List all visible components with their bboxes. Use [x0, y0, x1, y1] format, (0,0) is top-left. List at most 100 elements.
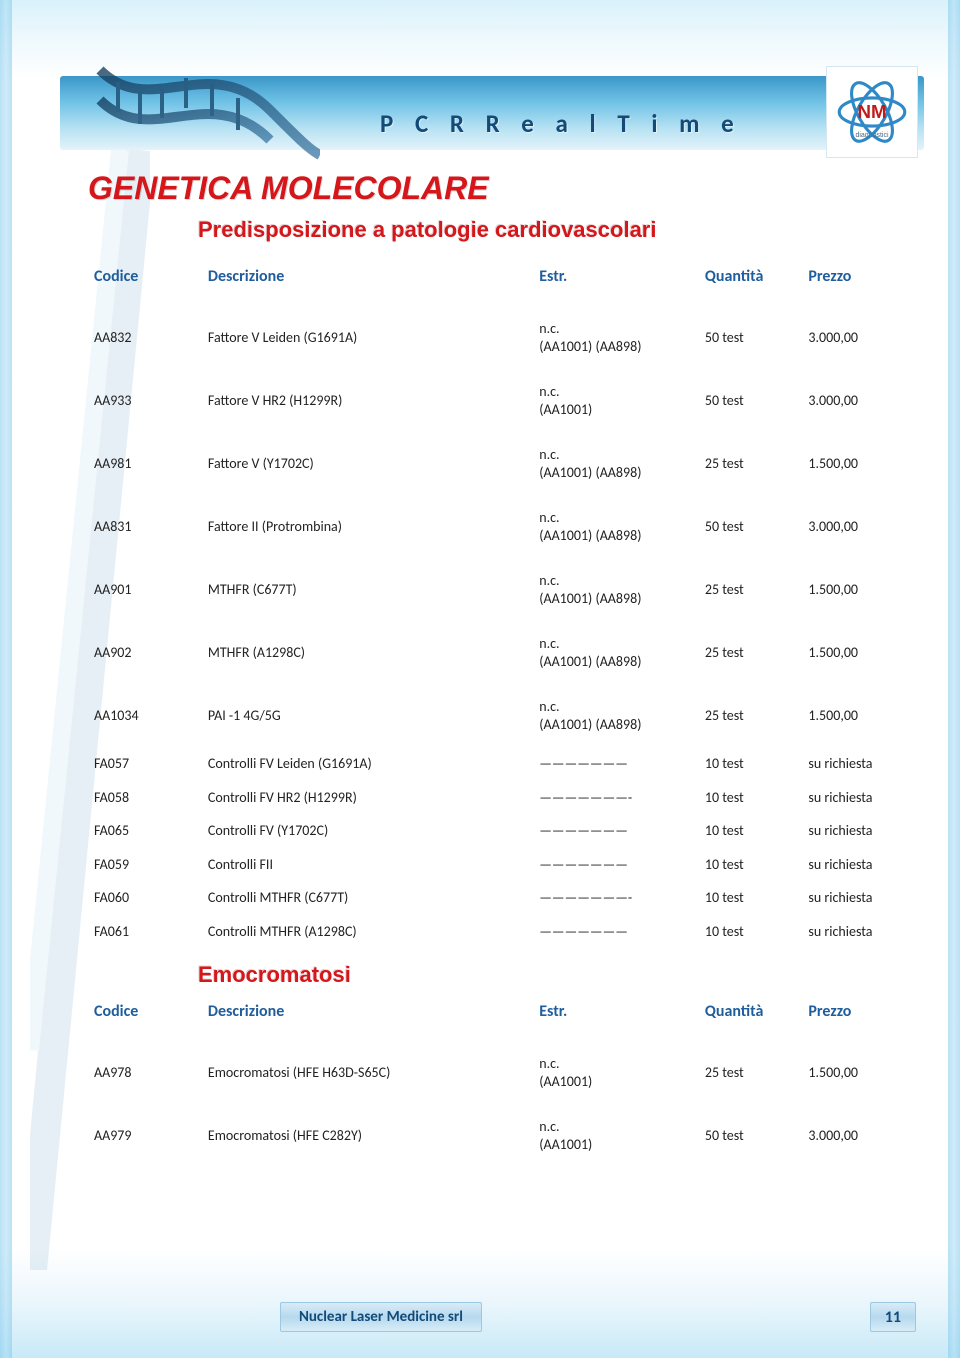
cell-code: AA902 [88, 621, 202, 684]
cell-code: FA057 [88, 747, 202, 781]
cell-qty: 25 test [699, 432, 803, 495]
content-area: GENETICA MOLECOLARE Predisposizione a pa… [88, 170, 906, 1167]
cell-estr: n.c.(AA1001) (AA898) [533, 684, 699, 747]
cell-qty: 25 test [699, 684, 803, 747]
cell-price: 3.000,00 [802, 495, 906, 558]
cell-price: su richiesta [802, 747, 906, 781]
cell-code: AA901 [88, 558, 202, 621]
table-header-row: Codice Descrizione Estr. Quantità Prezzo [88, 257, 906, 306]
cell-estr: n.c.(AA1001) (AA898) [533, 621, 699, 684]
cell-price: 3.000,00 [802, 369, 906, 432]
section-title-1: Predisposizione a patologie cardiovascol… [198, 217, 906, 243]
cell-estr: n.c.(AA1001) (AA898) [533, 306, 699, 369]
table-row: AA1034PAI -1 4G/5Gn.c.(AA1001) (AA898)25… [88, 684, 906, 747]
cell-price: 3.000,00 [802, 306, 906, 369]
cell-desc: Fattore V Leiden (G1691A) [202, 306, 533, 369]
cell-qty: 10 test [699, 915, 803, 949]
cell-desc: Fattore II (Protrombina) [202, 495, 533, 558]
cell-price: 1.500,00 [802, 558, 906, 621]
table-emocromatosi: Codice Descrizione Estr. Quantità Prezzo… [88, 992, 906, 1167]
col-header-estr: Estr. [533, 257, 699, 306]
table-row: FA065Controlli FV (Y1702C)———————10 test… [88, 814, 906, 848]
table-row: FA060Controlli MTHFR (C677T)———————-10 t… [88, 881, 906, 915]
cell-code: AA832 [88, 306, 202, 369]
cell-desc: Fattore V HR2 (H1299R) [202, 369, 533, 432]
cell-estr: ——————— [533, 848, 699, 882]
table-row: AA933Fattore V HR2 (H1299R)n.c.(AA1001)5… [88, 369, 906, 432]
brand-logo: NM diagnostici [826, 66, 918, 158]
cell-qty: 10 test [699, 848, 803, 882]
cell-qty: 25 test [699, 558, 803, 621]
table-row: AA981Fattore V (Y1702C)n.c.(AA1001) (AA8… [88, 432, 906, 495]
cell-desc: Emocromatosi (HFE C282Y) [202, 1104, 533, 1167]
decor-stripe-right [948, 0, 960, 1358]
cell-code: AA831 [88, 495, 202, 558]
table-row: AA979Emocromatosi (HFE C282Y)n.c.(AA1001… [88, 1104, 906, 1167]
table-row: FA057Controlli FV Leiden (G1691A)———————… [88, 747, 906, 781]
cell-qty: 10 test [699, 814, 803, 848]
cell-qty: 25 test [699, 621, 803, 684]
table-cardio: Codice Descrizione Estr. Quantità Prezzo… [88, 257, 906, 948]
col-header-qty: Quantità [699, 992, 803, 1041]
cell-qty: 50 test [699, 306, 803, 369]
table-row: AA832Fattore V Leiden (G1691A)n.c.(AA100… [88, 306, 906, 369]
cell-estr: ——————— [533, 747, 699, 781]
col-header-code: Codice [88, 992, 202, 1041]
cell-price: su richiesta [802, 814, 906, 848]
cell-estr: n.c.(AA1001) [533, 1104, 699, 1167]
table-row: AA901MTHFR (C677T)n.c.(AA1001) (AA898)25… [88, 558, 906, 621]
cell-price: su richiesta [802, 915, 906, 949]
cell-estr: n.c.(AA1001) (AA898) [533, 495, 699, 558]
cell-desc: Controlli FII [202, 848, 533, 882]
cell-estr: ——————— [533, 814, 699, 848]
cell-estr: n.c.(AA1001) (AA898) [533, 432, 699, 495]
col-header-qty: Quantità [699, 257, 803, 306]
cell-code: AA1034 [88, 684, 202, 747]
header-title: P C R R e a l T i m e [380, 108, 742, 139]
cell-price: 1.500,00 [802, 432, 906, 495]
svg-text:NM: NM [857, 101, 886, 122]
cell-desc: MTHFR (A1298C) [202, 621, 533, 684]
cell-qty: 50 test [699, 495, 803, 558]
cell-price: su richiesta [802, 781, 906, 815]
cell-price: su richiesta [802, 848, 906, 882]
col-header-desc: Descrizione [202, 257, 533, 306]
cell-code: AA978 [88, 1041, 202, 1104]
cell-price: su richiesta [802, 881, 906, 915]
table-row: FA058Controlli FV HR2 (H1299R)———————-10… [88, 781, 906, 815]
table-row: AA831Fattore II (Protrombina)n.c.(AA1001… [88, 495, 906, 558]
cell-qty: 10 test [699, 781, 803, 815]
cell-estr: n.c.(AA1001) [533, 1041, 699, 1104]
decor-stripe-left [0, 0, 12, 1358]
cell-estr: n.c.(AA1001) [533, 369, 699, 432]
col-header-price: Prezzo [802, 992, 906, 1041]
table-row: FA059Controlli FII———————10 testsu richi… [88, 848, 906, 882]
table-row: AA978Emocromatosi (HFE H63D-S65C)n.c.(AA… [88, 1041, 906, 1104]
table-row: AA902MTHFR (A1298C)n.c.(AA1001) (AA898)2… [88, 621, 906, 684]
atom-logo-icon: NM diagnostici [833, 73, 911, 151]
cell-desc: Emocromatosi (HFE H63D-S65C) [202, 1041, 533, 1104]
col-header-desc: Descrizione [202, 992, 533, 1041]
cell-qty: 10 test [699, 747, 803, 781]
cell-desc: Controlli FV Leiden (G1691A) [202, 747, 533, 781]
cell-qty: 10 test [699, 881, 803, 915]
col-header-price: Prezzo [802, 257, 906, 306]
cell-code: FA059 [88, 848, 202, 882]
footer-company: Nuclear Laser Medicine srl [280, 1302, 482, 1332]
cell-price: 1.500,00 [802, 621, 906, 684]
cell-desc: Fattore V (Y1702C) [202, 432, 533, 495]
section-title-2: Emocromatosi [198, 962, 906, 988]
page: P C R R e a l T i m e NM diagnostici GEN… [0, 0, 960, 1358]
dna-icon [90, 60, 320, 160]
table-row: FA061Controlli MTHFR (A1298C)———————10 t… [88, 915, 906, 949]
cell-desc: Controlli MTHFR (A1298C) [202, 915, 533, 949]
cell-qty: 50 test [699, 369, 803, 432]
cell-code: AA933 [88, 369, 202, 432]
cell-desc: MTHFR (C677T) [202, 558, 533, 621]
cell-code: FA061 [88, 915, 202, 949]
cell-price: 1.500,00 [802, 684, 906, 747]
col-header-estr: Estr. [533, 992, 699, 1041]
cell-desc: Controlli MTHFR (C677T) [202, 881, 533, 915]
cell-price: 1.500,00 [802, 1041, 906, 1104]
cell-desc: Controlli FV HR2 (H1299R) [202, 781, 533, 815]
